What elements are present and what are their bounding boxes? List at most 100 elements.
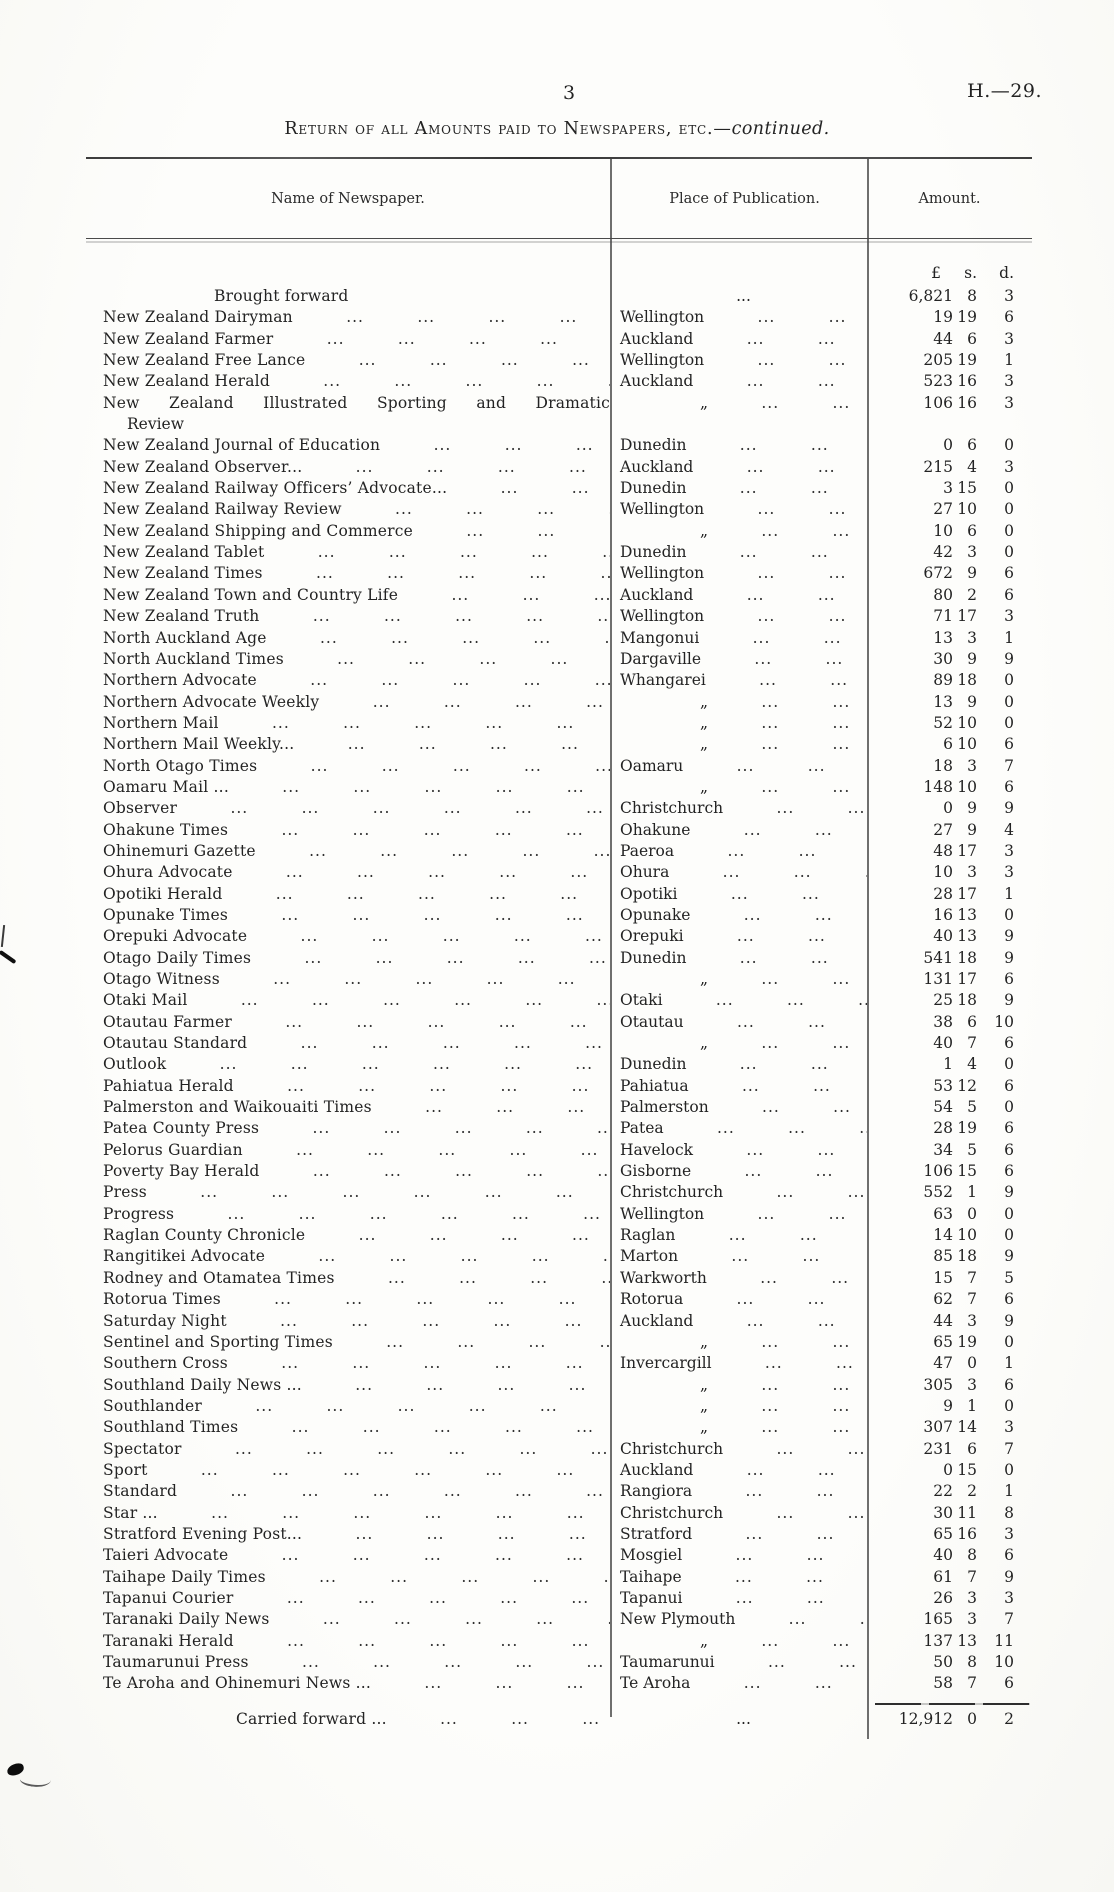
newspaper-name: Saturday Night: [103, 1311, 227, 1330]
amount-cell: 215 4 3: [867, 457, 1032, 478]
newspaper-name-cell: Rodney and Otamatea Times ... ... ... ..…: [86, 1268, 610, 1289]
dot-leader: ... ... ... ... ... ... ... ... ... ... …: [337, 649, 610, 668]
amount-pence: 11: [994, 1631, 1014, 1650]
newspaper-name: Northern Advocate Weekly: [103, 692, 320, 711]
amount-shillings: 10: [957, 713, 977, 732]
place-cell: New Plymouth ... ... ... ... ... ... ...…: [610, 1609, 867, 1630]
place-value: „: [700, 1375, 709, 1394]
newspaper-name-cell: New Zealand Illustrated Sporting and Dra…: [86, 393, 610, 436]
shillings-abbr: s.: [964, 264, 977, 282]
table-row: New Zealand Times ... ... ... ... ... ..…: [86, 563, 1032, 584]
newspaper-name: Northern Advocate: [103, 671, 257, 690]
newspaper-name-cell: Taihape Daily Times ... ... ... ... ... …: [86, 1567, 610, 1588]
amount-pence: 6: [1004, 1140, 1014, 1159]
place-value: Otautau: [620, 1012, 684, 1031]
place-value: Rotorua: [620, 1290, 684, 1309]
amount-shillings: 0: [967, 1354, 977, 1373]
carried-forward-label-cell: Carried forward ... ... ... ... ... ... …: [86, 1709, 610, 1730]
table-row: Saturday Night ... ... ... ... ... ... .…: [86, 1311, 1032, 1332]
amount-pence: 10: [994, 1653, 1014, 1671]
amount-pence: 3: [1004, 1524, 1014, 1543]
dot-leader: ... ... ... ... ... ... ... ... ... ... …: [746, 1311, 867, 1330]
amount-pence: 9: [1004, 991, 1014, 1010]
table-row: Southland Times ... ... ... ... ... ... …: [86, 1417, 1032, 1438]
newspaper-name: Northern Mail: [103, 713, 219, 732]
place-value: Oamaru: [620, 756, 684, 775]
amount-shillings: 13: [957, 1631, 977, 1650]
place-value: Wellington: [620, 308, 705, 327]
newspaper-name-cell: New Zealand Herald ... ... ... ... ... .…: [86, 371, 610, 392]
dot-leader: ... ... ... ... ... ... ... ... ... ... …: [440, 1709, 610, 1728]
amount-cell: 205 19 1: [867, 350, 1032, 371]
amount-cell: 1 4 0: [867, 1054, 1032, 1075]
amount-pence: 3: [1004, 841, 1014, 860]
amount-pounds: 552: [923, 1183, 953, 1202]
amount-pounds: 541: [923, 948, 953, 967]
newspaper-name-cell: Southlander ... ... ... ... ... ... ... …: [86, 1396, 610, 1417]
place-value: „: [700, 1418, 709, 1437]
table-row: Sport ... ... ... ... ... ... ... ... ..…: [86, 1460, 1032, 1481]
amount-shillings: 7: [967, 1268, 977, 1287]
amount-cell: 13 9 0: [867, 692, 1032, 713]
dot-leader: ... ... ... ... ... ... ... ... ... ... …: [310, 756, 610, 775]
table-row: Standard ... ... ... ... ... ... ... ...…: [86, 1481, 1032, 1502]
amount-pounds: 0: [943, 799, 953, 818]
dot-leader: ... ... ... ... ... ... ... ... ... ... …: [730, 884, 867, 903]
place-cell: Dunedin ... ... ... ... ... ... ... ... …: [610, 435, 867, 456]
table-row: New Zealand Railway Review ... ... ... .…: [86, 499, 1032, 520]
dot-leader: ... ... ... ... ... ... ... ... ... ... …: [731, 1247, 867, 1266]
dot-leader: ... ... ... ... ... ... ... ... ... ... …: [387, 1268, 610, 1287]
place-value: Dunedin: [620, 1055, 687, 1074]
amount-cell: 9 1 0: [867, 1396, 1032, 1417]
amount-cell: 63 0 0: [867, 1204, 1032, 1225]
dot-leader: ... ... ... ... ... ... ... ... ... ... …: [312, 1162, 610, 1181]
amount-cell: 30 11 8: [867, 1503, 1032, 1524]
dot-leader: ... ... ... ... ... ... ... ... ... ... …: [743, 1674, 867, 1693]
dot-leader: ... ... ... ... ... ... ... ... ... ... …: [761, 1396, 867, 1415]
amount-cell: 65 19 0: [867, 1332, 1032, 1353]
place-cell: Wellington ... ... ... ... ... ... ... .…: [610, 606, 867, 627]
newspaper-name: Otaki Mail: [103, 991, 188, 1010]
newspaper-name: New Zealand Times: [103, 564, 263, 583]
newspaper-name: New Zealand Tablet: [103, 543, 265, 562]
amount-shillings: 17: [957, 607, 977, 626]
amount-pounds: 14: [933, 1226, 953, 1245]
dot-leader: ... ... ... ... ... ... ... ... ... ... …: [746, 372, 867, 391]
place-value: Auckland: [620, 1311, 694, 1330]
table-row: North Otago Times ... ... ... ... ... ..…: [86, 756, 1032, 777]
dot-leader: ... ... ... ... ... ... ... ... ... ... …: [433, 436, 610, 455]
amount-pounds: 165: [923, 1610, 953, 1629]
place-cell: Auckland ... ... ... ... ... ... ... ...…: [610, 457, 867, 478]
dot-leader: ... ... ... ... ... ... ... ... ... ... …: [764, 1354, 867, 1373]
amount-cell: 18 3 7: [867, 756, 1032, 777]
amount-shillings: 3: [967, 628, 977, 647]
amount-cell: 19 19 6: [867, 307, 1032, 328]
pounds-sign: £: [931, 264, 941, 282]
ink-mark: [19, 1769, 52, 1790]
amount-shillings: 2: [967, 585, 977, 604]
amount-pence: 3: [1004, 1588, 1014, 1607]
amount-pence: 6: [1004, 1290, 1014, 1309]
amount-pence: 1: [1004, 1354, 1014, 1373]
newspaper-name: Ohura Advocate: [103, 863, 233, 882]
place-value: Te Aroha: [620, 1674, 691, 1693]
amount-pounds: 148: [923, 777, 953, 796]
place-cell: Pahiatua ... ... ... ... ... ... ... ...…: [610, 1076, 867, 1097]
amount-pounds: 13: [933, 692, 953, 711]
table-row: North Auckland Age ... ... ... ... ... .…: [86, 628, 1032, 649]
amount-shillings: 7: [967, 1034, 977, 1053]
place-value: New Plymouth: [620, 1610, 736, 1629]
place-value: Gisborne: [620, 1162, 692, 1181]
dot-leader: ... ... ... ... ... ... ... ... ... ... …: [776, 1439, 867, 1458]
table-row: North Auckland Times ... ... ... ... ...…: [86, 649, 1032, 670]
table-row: Stratford Evening Post... ... ... ... ..…: [86, 1524, 1032, 1545]
amount-pence: 0: [1004, 713, 1014, 732]
newspaper-name: New Zealand Shipping and Commerce: [103, 521, 414, 540]
table-row: Otago Daily Times ... ... ... ... ... ..…: [86, 948, 1032, 969]
amount-pounds: 40: [933, 1546, 953, 1565]
amount-shillings: 3: [967, 543, 977, 562]
dot-leader: ... ... ... ... ... ... ... ... ... ... …: [395, 500, 610, 519]
dot-leader: ... ... ... ... ... ... ... ... ... ... …: [743, 905, 867, 924]
amount-shillings: 3: [967, 1610, 977, 1629]
